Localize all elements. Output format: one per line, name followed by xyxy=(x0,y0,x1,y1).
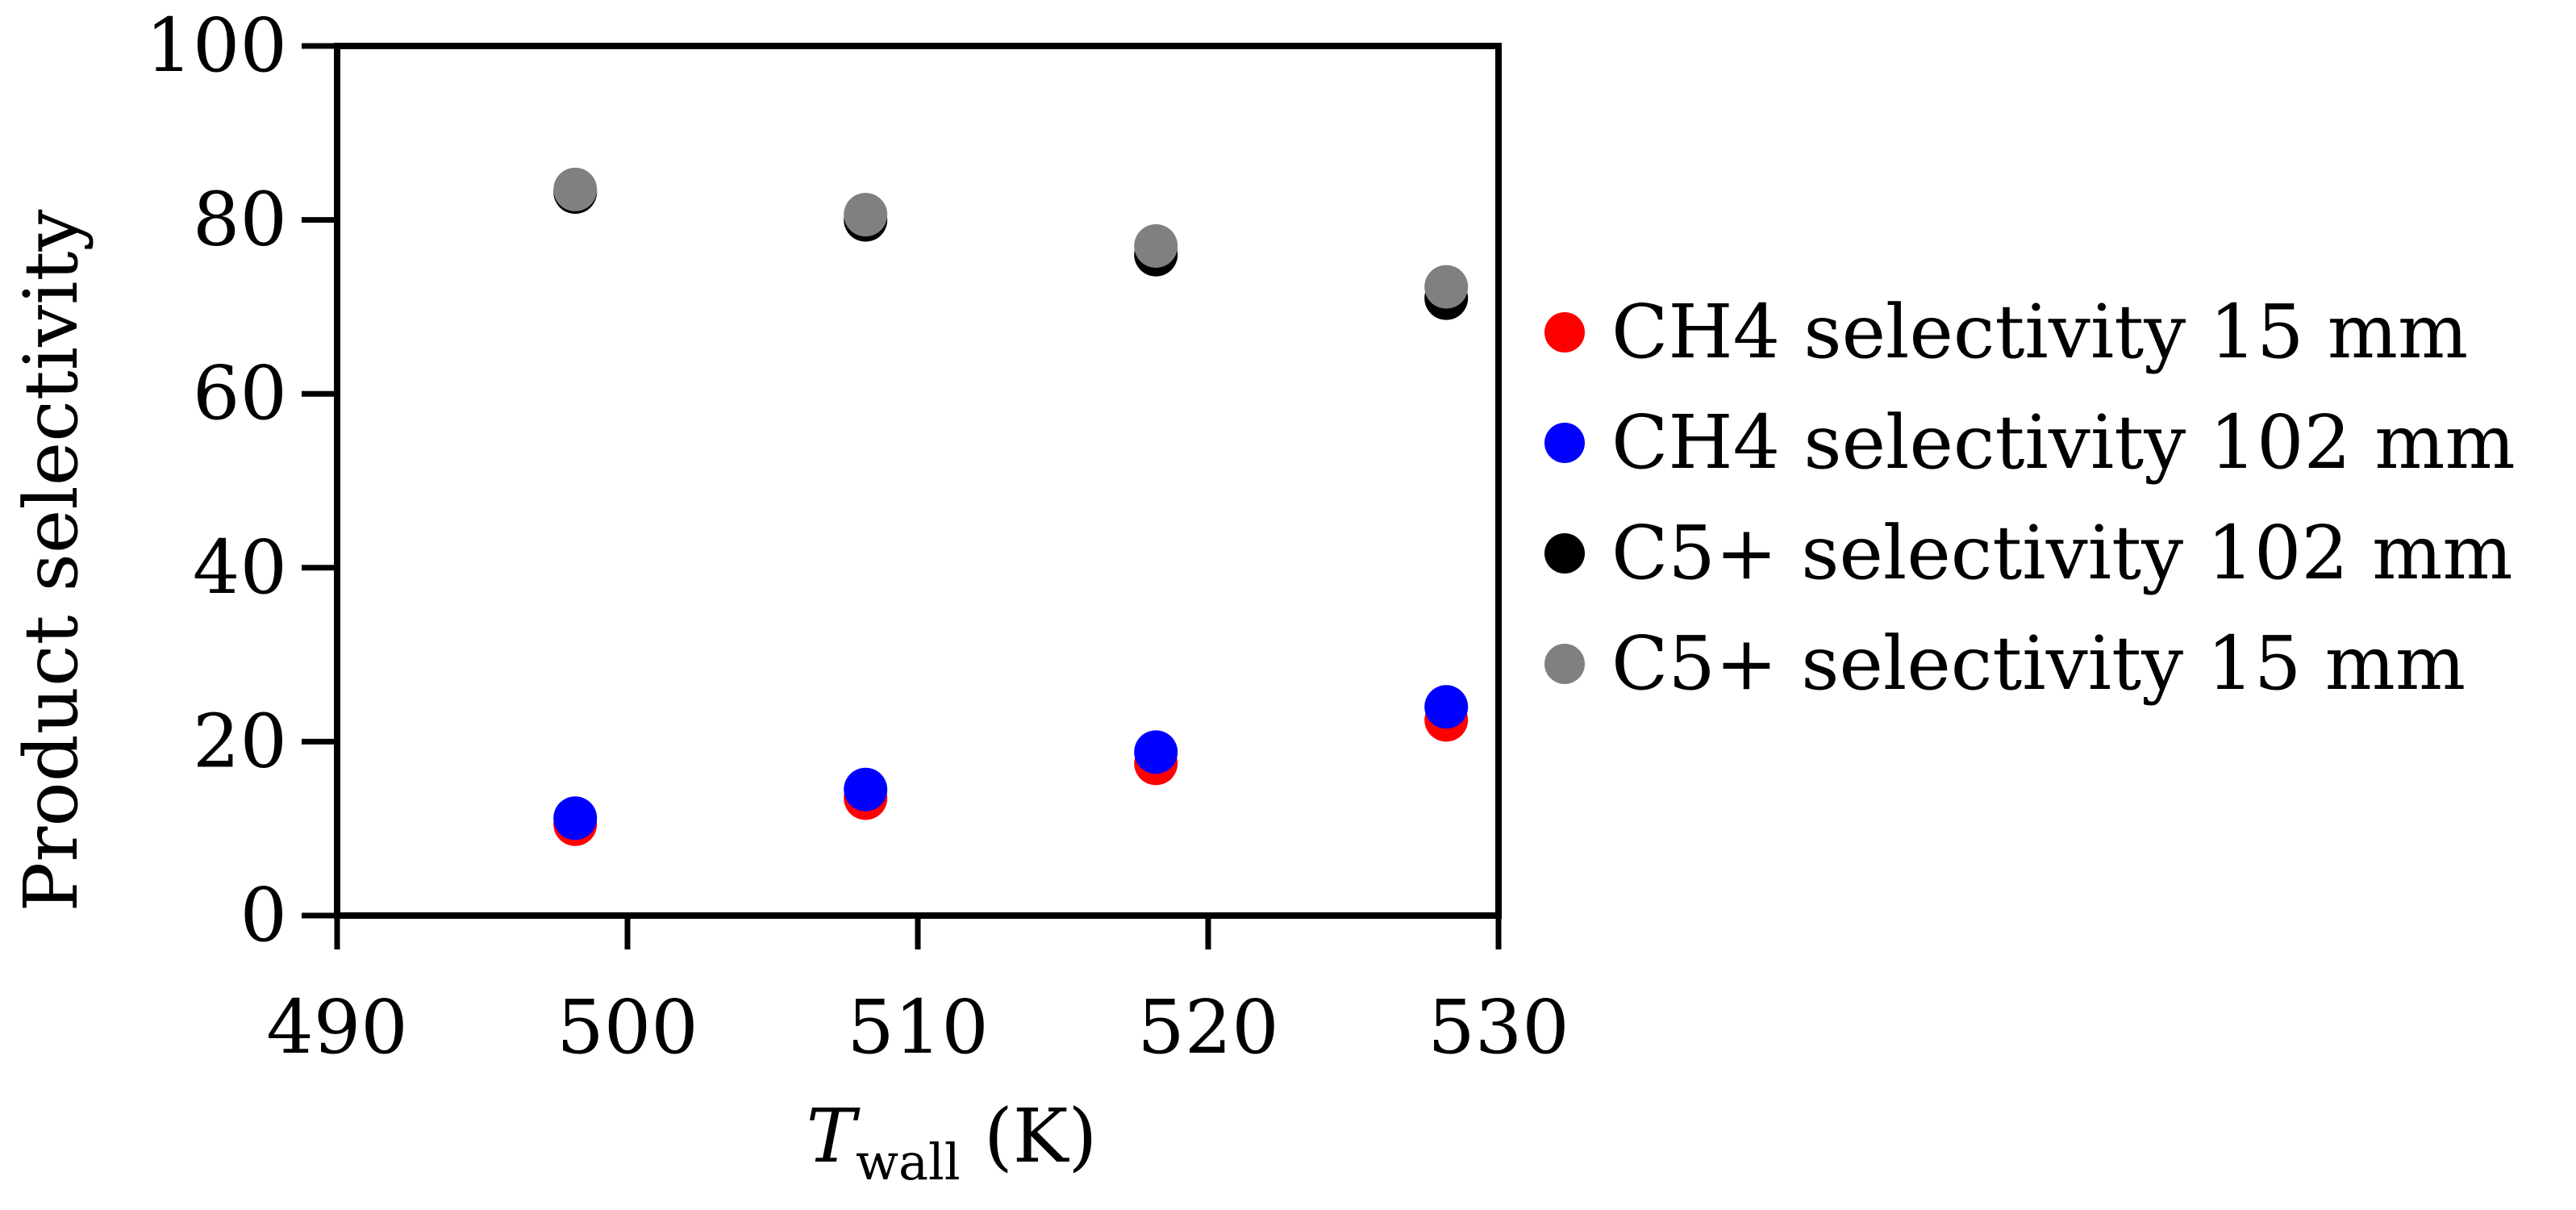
x-tick-label: 530 xyxy=(1428,984,1569,1070)
data-point-series-2 xyxy=(844,767,888,812)
y-axis-label: Product selectivity xyxy=(8,210,94,912)
legend-label: C5+ selectivity 15 mm xyxy=(1611,620,2466,707)
x-tick-label: 490 xyxy=(266,984,408,1070)
plot-area-border xyxy=(334,43,1502,919)
x-axis-label-subscript: wall xyxy=(856,1133,961,1191)
data-point-series-2 xyxy=(553,796,598,841)
x-tick-label: 520 xyxy=(1137,984,1279,1070)
axis-ticks: 0 20 40 60 80 100 490 500 510 520 530 xyxy=(145,2,1569,1070)
plot-frame xyxy=(334,43,1502,919)
data-point-series-4 xyxy=(1134,223,1178,268)
data-point-series-4 xyxy=(553,167,598,211)
y-tick-label: 0 xyxy=(240,872,287,958)
legend-marker xyxy=(1544,533,1585,574)
data-point-series-2 xyxy=(1134,730,1178,774)
data-points xyxy=(553,167,1469,846)
legend-marker xyxy=(1544,644,1585,684)
legend: CH4 selectivity 15 mm CH4 selectivity 102… xyxy=(1544,289,2516,707)
x-axis-label: Twall (K) xyxy=(807,1093,1098,1191)
data-point-series-4 xyxy=(844,193,888,237)
legend-label: CH4 selectivity 102 mm xyxy=(1611,399,2516,486)
x-axis-label-symbol: T xyxy=(807,1093,861,1179)
x-tick-label: 510 xyxy=(847,984,989,1070)
y-tick-label: 80 xyxy=(193,177,287,263)
y-tick-label: 40 xyxy=(193,524,287,611)
legend-marker xyxy=(1544,312,1585,353)
x-axis-label-unit: (K) xyxy=(961,1093,1098,1179)
legend-label: CH4 selectivity 15 mm xyxy=(1611,289,2468,375)
y-tick-label: 100 xyxy=(145,2,287,89)
data-point-series-4 xyxy=(1424,265,1469,309)
y-tick-label: 20 xyxy=(193,698,287,784)
x-tick-label: 500 xyxy=(556,984,698,1070)
legend-marker xyxy=(1544,423,1585,463)
y-tick-label: 60 xyxy=(193,350,287,436)
legend-label: C5+ selectivity 102 mm xyxy=(1611,510,2513,596)
data-point-series-2 xyxy=(1424,685,1469,729)
